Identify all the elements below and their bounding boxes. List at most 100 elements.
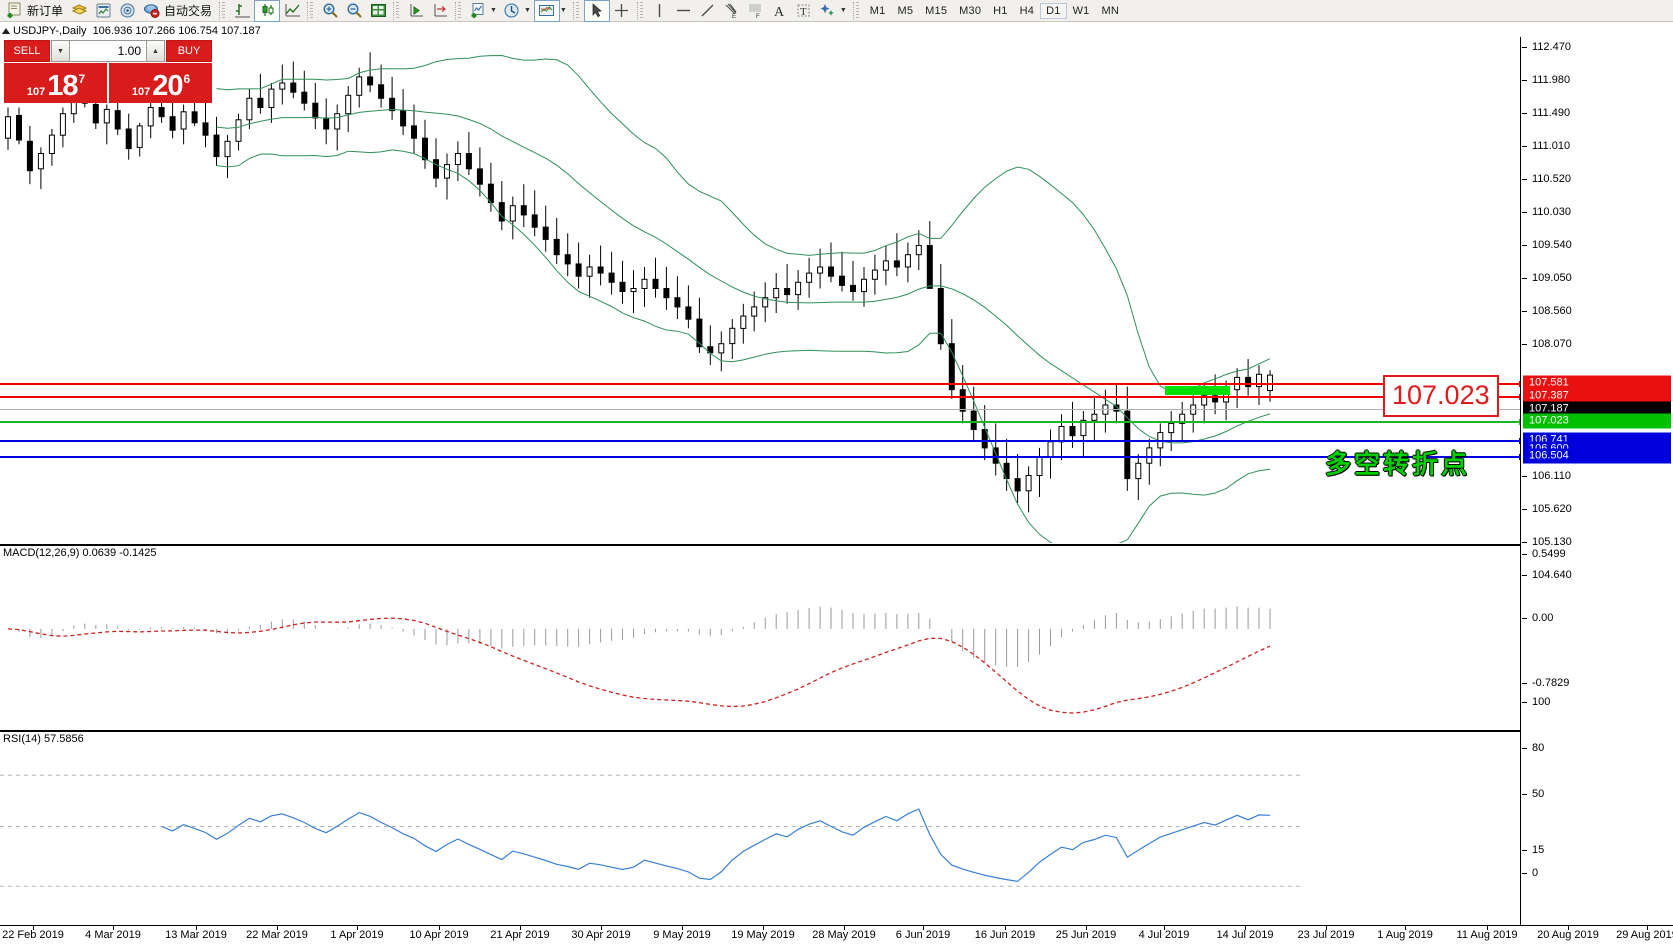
price-tick: 111.980 bbox=[1520, 74, 1673, 86]
cursor-icon[interactable] bbox=[583, 0, 610, 22]
time-label: 13 Mar 2019 bbox=[165, 929, 227, 941]
timeframe-mn[interactable]: MN bbox=[1101, 4, 1119, 17]
time-label: 21 Apr 2019 bbox=[490, 929, 550, 941]
macd-pane[interactable]: MACD(12,26,9) 0.0639 -0.1425 bbox=[0, 544, 1520, 728]
shapes-dropdown-icon[interactable]: ▼ bbox=[839, 7, 847, 14]
templates-icon[interactable] bbox=[67, 1, 91, 21]
equidistant-channel-icon[interactable]: F bbox=[744, 1, 768, 21]
zoom-out-icon[interactable] bbox=[342, 1, 366, 21]
time-tick bbox=[1568, 926, 1569, 930]
time-label: 1 Aug 2019 bbox=[1377, 929, 1433, 941]
text-icon[interactable]: A bbox=[768, 1, 792, 21]
time-label: 23 Jul 2019 bbox=[1297, 929, 1355, 941]
sell-price-button[interactable]: 107 18 7 bbox=[4, 63, 107, 103]
macd-tick: 0.5499 bbox=[1520, 548, 1673, 560]
new-order-icon[interactable] bbox=[2, 1, 26, 21]
crosshair-icon[interactable] bbox=[610, 1, 634, 21]
market-watch-icon[interactable] bbox=[91, 1, 115, 21]
bars-chart-icon[interactable] bbox=[230, 1, 254, 21]
rsi-chart-canvas[interactable] bbox=[0, 732, 1520, 918]
period-dropdown-icon[interactable]: ▼ bbox=[523, 7, 531, 14]
timeframe-m30[interactable]: M30 bbox=[959, 4, 982, 17]
timeframe-w1[interactable]: W1 bbox=[1072, 4, 1090, 17]
vertical-line-icon[interactable] bbox=[648, 1, 672, 21]
price-tick: 110.520 bbox=[1520, 173, 1673, 185]
macd-tick: -0.7829 bbox=[1520, 677, 1673, 689]
macd-label: MACD(12,26,9) 0.0639 -0.1425 bbox=[3, 547, 157, 559]
buy-button[interactable]: BUY bbox=[166, 40, 212, 62]
level-line-current-price[interactable] bbox=[0, 409, 1520, 410]
trendline-icon[interactable] bbox=[696, 1, 720, 21]
templates-dropdown-icon[interactable]: ▼ bbox=[559, 7, 567, 14]
rsi-tick: 80 bbox=[1520, 742, 1673, 754]
timeframe-m5[interactable]: M5 bbox=[897, 4, 914, 17]
buy-price-button[interactable]: 107 20 6 bbox=[109, 63, 212, 103]
rsi-label: RSI(14) 57.5856 bbox=[3, 733, 84, 745]
sell-button[interactable]: SELL bbox=[4, 40, 50, 62]
price-tick: 105.620 bbox=[1520, 503, 1673, 515]
autotrading-label[interactable]: 自动交易 bbox=[164, 4, 213, 18]
time-label: 22 Mar 2019 bbox=[246, 929, 308, 941]
autotrading-icon[interactable] bbox=[139, 1, 163, 21]
level-line-pivot[interactable] bbox=[0, 419, 1525, 425]
volume-increment-icon[interactable]: ▲ bbox=[146, 40, 165, 62]
time-tick bbox=[844, 926, 845, 930]
period-separator-icon[interactable] bbox=[500, 1, 524, 21]
sell-price-big: 18 bbox=[47, 70, 78, 102]
time-tick bbox=[1487, 926, 1488, 930]
data-window-icon[interactable] bbox=[366, 1, 390, 21]
level-line-support-1[interactable] bbox=[0, 438, 1525, 444]
price-level-badge: 107.581 bbox=[1523, 375, 1671, 391]
fibonacci-retracement-icon[interactable]: E bbox=[720, 1, 744, 21]
price-axis[interactable]: 112.470 111.980 111.490 111.010 110.520 110.0… bbox=[1520, 37, 1673, 925]
time-label: 16 Jun 2019 bbox=[974, 929, 1036, 941]
time-label: 29 Aug 2019 bbox=[1616, 929, 1673, 941]
volume-dropdown-icon[interactable]: ▼ bbox=[51, 40, 70, 62]
level-line-resistance-1[interactable] bbox=[0, 381, 1525, 387]
timeframe-m1[interactable]: M1 bbox=[869, 4, 886, 17]
shapes-icon[interactable] bbox=[816, 1, 840, 21]
time-axis[interactable]: 22 Feb 2019 4 Mar 2019 13 Mar 2019 22 Mar 2… bbox=[0, 925, 1673, 946]
price-pane[interactable]: 107.023 多空转折点 bbox=[0, 37, 1525, 543]
buy-price-point: 6 bbox=[183, 72, 191, 86]
macd-chart-canvas[interactable] bbox=[0, 546, 1520, 728]
timeframe-h1[interactable]: H1 bbox=[993, 4, 1008, 17]
buy-price-prefix: 107 bbox=[131, 86, 151, 98]
timeframe-m15[interactable]: M15 bbox=[925, 4, 948, 17]
indicators-dropdown-icon[interactable]: ▼ bbox=[490, 7, 497, 14]
rsi-tick: 15 bbox=[1520, 844, 1673, 856]
navigator-icon[interactable] bbox=[115, 1, 139, 21]
time-tick bbox=[196, 926, 197, 930]
time-tick bbox=[601, 926, 602, 930]
zoom-in-icon[interactable] bbox=[318, 1, 342, 21]
price-tick: 108.560 bbox=[1520, 305, 1673, 317]
toolbar-separator bbox=[219, 1, 228, 20]
collapse-arrow-icon[interactable] bbox=[2, 27, 10, 34]
time-label: 25 Jun 2019 bbox=[1055, 929, 1117, 941]
price-tick: 109.050 bbox=[1520, 272, 1673, 284]
new-order-label[interactable]: 新订单 bbox=[27, 4, 64, 18]
price-chart-canvas[interactable] bbox=[0, 37, 1520, 543]
rsi-pane[interactable]: RSI(14) 57.5856 bbox=[0, 730, 1520, 925]
candlestick-chart-icon[interactable] bbox=[254, 0, 281, 22]
symbol-ohlc: 106.936 107.266 106.754 107.187 bbox=[92, 24, 261, 37]
indicators-icon[interactable] bbox=[466, 1, 490, 21]
templates-list-icon[interactable] bbox=[533, 0, 560, 22]
timeframe-h4[interactable]: H4 bbox=[1019, 4, 1035, 17]
level-line-resistance-2[interactable] bbox=[0, 394, 1525, 400]
volume-stepper[interactable]: ▼ 1.00 ▲ bbox=[51, 40, 165, 62]
volume-input[interactable]: 1.00 bbox=[70, 40, 146, 62]
price-tick: 111.490 bbox=[1520, 107, 1673, 119]
time-tick bbox=[33, 926, 34, 930]
line-chart-icon[interactable] bbox=[280, 1, 304, 21]
timeframe-d1[interactable]: D1 bbox=[1040, 2, 1067, 19]
time-tick bbox=[1245, 926, 1246, 930]
chart-area[interactable]: 107.023 多空转折点 MACD(12,26,9) 0.0639 -0.14… bbox=[0, 37, 1673, 925]
auto-scroll-icon[interactable] bbox=[404, 1, 428, 21]
level-line-support-2[interactable] bbox=[0, 454, 1525, 460]
chart-shift-icon[interactable] bbox=[428, 1, 452, 21]
text-label-icon[interactable]: T bbox=[792, 1, 816, 21]
horizontal-line-icon[interactable] bbox=[672, 1, 696, 21]
svg-text:A: A bbox=[774, 5, 785, 19]
toolbar-separator bbox=[636, 1, 645, 20]
